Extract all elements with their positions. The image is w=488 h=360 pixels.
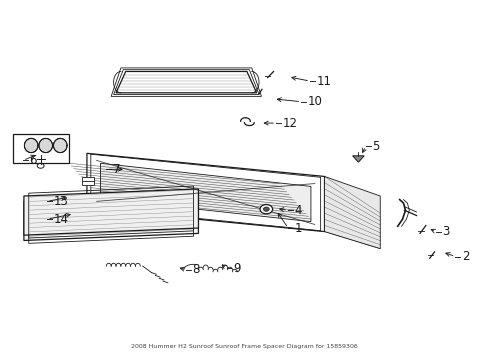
Polygon shape: [352, 156, 364, 162]
Text: 9: 9: [232, 262, 240, 275]
Polygon shape: [24, 138, 38, 153]
Bar: [13, 134, 68, 163]
Text: 11: 11: [316, 75, 330, 87]
Text: 6: 6: [29, 154, 37, 167]
Text: 7: 7: [112, 163, 120, 176]
Polygon shape: [324, 176, 380, 249]
Polygon shape: [53, 138, 67, 153]
Polygon shape: [116, 72, 256, 93]
Polygon shape: [101, 163, 310, 222]
Text: 1: 1: [294, 221, 301, 234]
Text: 12: 12: [282, 117, 297, 130]
Text: 5: 5: [371, 140, 379, 153]
Bar: [82, 177, 94, 185]
Polygon shape: [39, 138, 52, 153]
Text: 14: 14: [53, 213, 68, 226]
Circle shape: [263, 207, 269, 211]
Text: 4: 4: [294, 204, 301, 217]
Text: 8: 8: [192, 263, 200, 276]
Polygon shape: [24, 189, 198, 235]
Text: 2: 2: [461, 250, 468, 263]
Text: 13: 13: [53, 195, 68, 208]
Text: 3: 3: [442, 225, 449, 238]
Polygon shape: [24, 194, 198, 240]
Polygon shape: [87, 153, 324, 231]
Circle shape: [260, 204, 272, 214]
Text: 2008 Hummer H2 Sunroof Sunroof Frame Spacer Diagram for 15859306: 2008 Hummer H2 Sunroof Sunroof Frame Spa…: [131, 344, 357, 349]
Text: 10: 10: [307, 95, 322, 108]
